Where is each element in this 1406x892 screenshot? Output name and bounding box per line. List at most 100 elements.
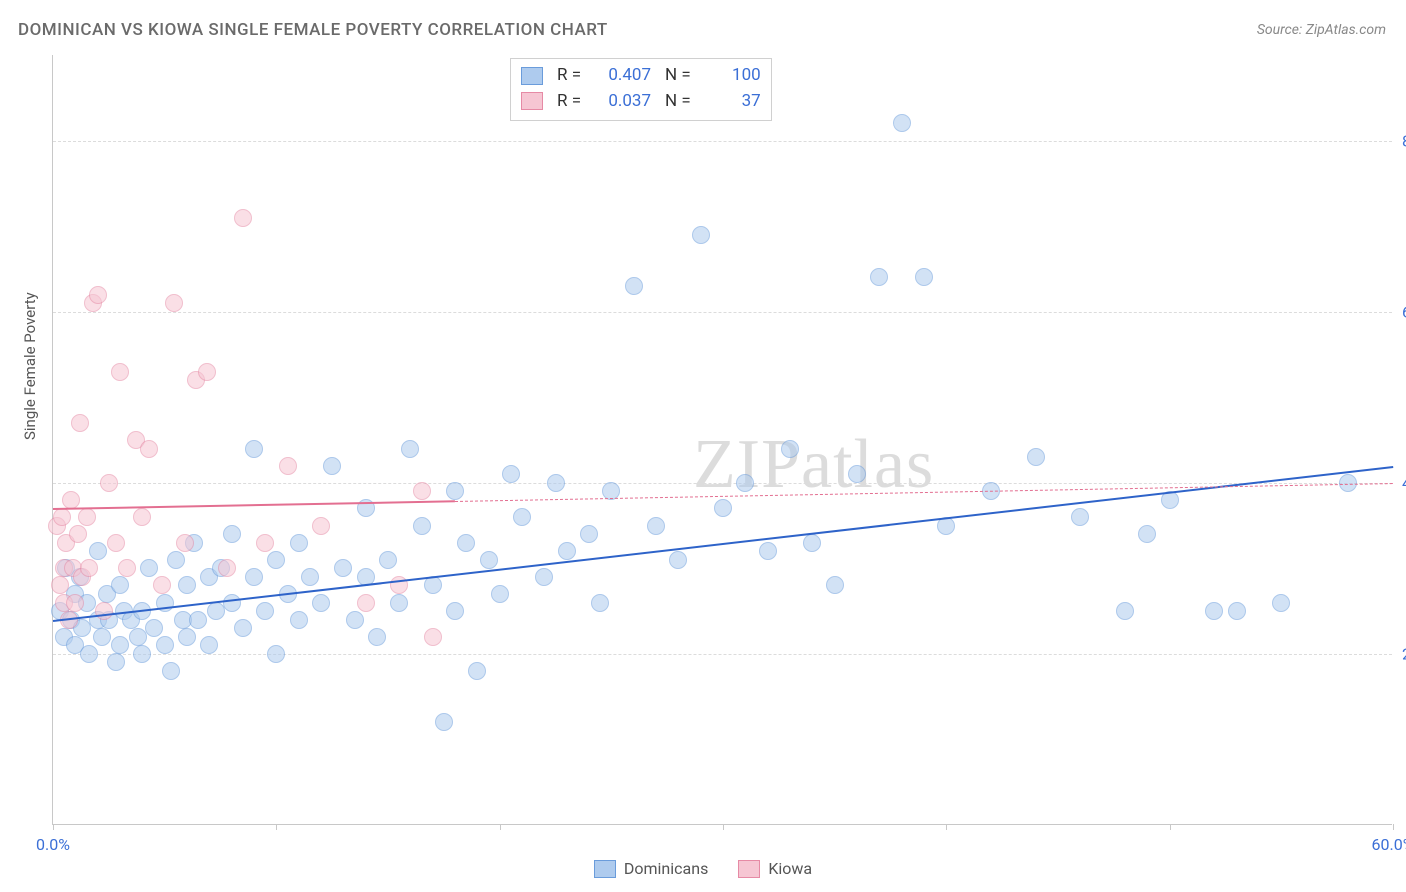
data-point — [714, 499, 732, 517]
data-point — [176, 534, 194, 552]
data-point — [1205, 602, 1223, 620]
data-point — [848, 465, 866, 483]
data-point — [424, 628, 442, 646]
x-tick — [1393, 824, 1394, 830]
data-point — [390, 594, 408, 612]
data-point — [826, 576, 844, 594]
gridline — [53, 312, 1392, 313]
data-point — [1116, 602, 1134, 620]
data-point — [647, 517, 665, 535]
data-point — [424, 576, 442, 594]
data-point — [71, 414, 89, 432]
gridline — [53, 483, 1392, 484]
data-point — [870, 268, 888, 286]
data-point — [69, 525, 87, 543]
data-point — [189, 611, 207, 629]
data-point — [535, 568, 553, 586]
data-point — [234, 619, 252, 637]
data-point — [153, 576, 171, 594]
data-point — [223, 525, 241, 543]
data-point — [893, 114, 911, 132]
data-point — [267, 551, 285, 569]
stats-row: R =0.407N =100 — [521, 63, 761, 89]
data-point — [111, 363, 129, 381]
data-point — [1272, 594, 1290, 612]
plot-area: ZIPatlas 20.0%40.0%60.0%80.0%0.0%60.0% — [52, 55, 1392, 825]
data-point — [669, 551, 687, 569]
data-point — [66, 594, 84, 612]
data-point — [223, 594, 241, 612]
data-point — [140, 440, 158, 458]
data-point — [357, 594, 375, 612]
data-point — [62, 491, 80, 509]
r-value: 0.407 — [595, 63, 651, 89]
data-point — [178, 628, 196, 646]
data-point — [162, 662, 180, 680]
data-point — [167, 551, 185, 569]
y-tick-label: 20.0% — [1394, 644, 1406, 663]
data-point — [245, 440, 263, 458]
data-point — [89, 286, 107, 304]
data-point — [803, 534, 821, 552]
data-point — [401, 440, 419, 458]
data-point — [736, 474, 754, 492]
y-tick-label: 80.0% — [1394, 131, 1406, 150]
data-point — [413, 482, 431, 500]
data-point — [480, 551, 498, 569]
data-point — [334, 559, 352, 577]
stats-row: R =0.037N =37 — [521, 89, 761, 115]
source-label: Source: ZipAtlas.com — [1257, 22, 1386, 38]
legend-swatch — [594, 860, 616, 878]
legend-swatch — [521, 92, 543, 110]
data-point — [118, 559, 136, 577]
data-point — [502, 465, 520, 483]
x-tick — [1170, 824, 1171, 830]
data-point — [198, 363, 216, 381]
data-point — [312, 517, 330, 535]
data-point — [51, 576, 69, 594]
legend-item: Kiowa — [738, 859, 812, 878]
data-point — [547, 474, 565, 492]
n-value: 100 — [705, 63, 761, 89]
legend-bottom: Dominicans Kiowa — [0, 859, 1406, 878]
data-point — [468, 662, 486, 680]
data-point — [915, 268, 933, 286]
data-point — [111, 576, 129, 594]
x-tick — [53, 824, 54, 830]
data-point — [111, 636, 129, 654]
data-point — [256, 602, 274, 620]
data-point — [100, 474, 118, 492]
data-point — [107, 534, 125, 552]
y-axis-label: Single Female Poverty — [21, 292, 39, 440]
data-point — [93, 628, 111, 646]
legend-item: Dominicans — [594, 859, 708, 878]
data-point — [279, 457, 297, 475]
data-point — [95, 602, 113, 620]
r-label: R = — [557, 89, 581, 115]
data-point — [692, 226, 710, 244]
x-tick-label: 0.0% — [36, 835, 70, 854]
data-point — [781, 440, 799, 458]
r-label: R = — [557, 63, 581, 89]
data-point — [368, 628, 386, 646]
data-point — [435, 713, 453, 731]
trend-line — [455, 483, 1393, 502]
data-point — [759, 542, 777, 560]
data-point — [165, 294, 183, 312]
chart-title: DOMINICAN VS KIOWA SINGLE FEMALE POVERTY… — [18, 20, 608, 40]
x-tick — [946, 824, 947, 830]
data-point — [245, 568, 263, 586]
n-label: N = — [665, 89, 691, 115]
data-point — [133, 508, 151, 526]
gridline — [53, 141, 1392, 142]
legend-label: Dominicans — [624, 859, 708, 878]
data-point — [156, 636, 174, 654]
data-point — [140, 559, 158, 577]
data-point — [178, 576, 196, 594]
data-point — [446, 602, 464, 620]
data-point — [1071, 508, 1089, 526]
data-point — [346, 611, 364, 629]
data-point — [580, 525, 598, 543]
data-point — [78, 508, 96, 526]
n-value: 37 — [705, 89, 761, 115]
